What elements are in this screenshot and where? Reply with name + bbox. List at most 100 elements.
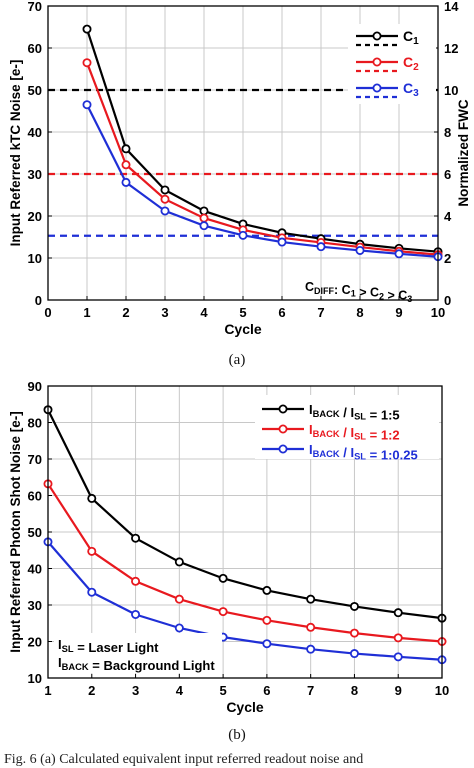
series-line-3 bbox=[86, 104, 439, 258]
data-point bbox=[87, 546, 97, 556]
data-point bbox=[218, 607, 228, 617]
y-tick-label: 40 bbox=[28, 125, 42, 140]
annotation-cdiff-part: C bbox=[305, 280, 314, 294]
x-tick-label: 3 bbox=[132, 683, 139, 698]
x-tick-label: 3 bbox=[161, 305, 168, 320]
data-point bbox=[316, 242, 326, 252]
plot-frame bbox=[47, 5, 439, 301]
data-point bbox=[306, 622, 316, 632]
y-tick-label: 90 bbox=[28, 379, 42, 394]
legend-marker bbox=[278, 444, 288, 454]
x-tick-label: 9 bbox=[395, 683, 402, 698]
y-tick-label: 80 bbox=[28, 416, 42, 431]
legend-label-part: I bbox=[309, 422, 313, 437]
legend-label-part: C bbox=[403, 80, 413, 96]
data-point bbox=[238, 230, 248, 240]
legend-label-part: C bbox=[403, 28, 413, 44]
y-tick-label: 20 bbox=[28, 635, 42, 650]
annotation-line: IBACK = Background Light bbox=[58, 655, 215, 673]
legend-label-subscript: 1 bbox=[413, 36, 419, 47]
legend-label-part: I bbox=[309, 402, 313, 417]
x-tick-label: 6 bbox=[278, 305, 285, 320]
legend-label-subscript: BACK bbox=[313, 409, 340, 419]
data-point bbox=[121, 160, 131, 170]
data-point bbox=[277, 237, 287, 247]
x-axis-label: Cycle bbox=[226, 699, 264, 715]
y-tick-label: 10 bbox=[28, 671, 42, 686]
caption-b: (b) bbox=[228, 727, 246, 743]
annotation-line-part: I bbox=[58, 637, 62, 652]
y-tick-label: 70 bbox=[28, 452, 42, 467]
x-tick-label: 1 bbox=[83, 305, 90, 320]
legend-label-part: / I bbox=[340, 445, 354, 460]
y-tick-label: 20 bbox=[28, 209, 42, 224]
legend-label: IBACK / ISL = 1:0.25 bbox=[309, 442, 418, 463]
x-tick-label: 4 bbox=[176, 683, 184, 698]
data-point bbox=[160, 185, 170, 195]
y-tick-label: 60 bbox=[28, 489, 42, 504]
x-tick-label: 2 bbox=[122, 305, 129, 320]
annotation-cdiff-subscript: 3 bbox=[407, 294, 412, 304]
y2-tick-label: 2 bbox=[444, 251, 451, 266]
annotation-line-part: I bbox=[58, 655, 62, 670]
series-line-2 bbox=[47, 483, 443, 643]
series-line-2 bbox=[85, 62, 439, 256]
plot-frame bbox=[47, 385, 443, 679]
data-point bbox=[199, 206, 209, 216]
x-tick-label: 8 bbox=[351, 683, 358, 698]
annotation-cdiff-subscript: 1 bbox=[351, 289, 356, 299]
legend-label-part: / I bbox=[340, 405, 354, 420]
data-point bbox=[174, 594, 184, 604]
x-tick-label: 10 bbox=[431, 305, 445, 320]
data-point bbox=[121, 144, 131, 154]
y-tick-label: 50 bbox=[28, 83, 42, 98]
x-tick-label: 6 bbox=[263, 683, 270, 698]
annotation-line-part: = Laser Light bbox=[74, 640, 160, 655]
legend-marker bbox=[278, 424, 288, 434]
x-tick-label: 8 bbox=[356, 305, 363, 320]
legend-label-part: = 1:0.25 bbox=[366, 448, 418, 463]
data-point bbox=[87, 587, 97, 597]
data-point bbox=[82, 24, 92, 34]
chart-b: 1 2 3 4 5 6 7 8 9 10 10 20 30 40 50 60 70 80 90 Cycle Input … bbox=[8, 379, 449, 715]
annotation-cdiff-subscript: DIFF bbox=[314, 286, 334, 296]
y2-tick-label: 10 bbox=[444, 83, 458, 98]
data-point bbox=[262, 585, 272, 595]
annotation-cdiff-part: > C bbox=[356, 286, 379, 300]
annotation-line: ISL = Laser Light bbox=[58, 637, 159, 655]
data-point bbox=[199, 213, 209, 223]
data-point bbox=[199, 221, 209, 231]
y2-tick-label: 8 bbox=[444, 125, 451, 140]
series-line-1 bbox=[85, 28, 439, 253]
y2-tick-label: 6 bbox=[444, 167, 451, 182]
data-point bbox=[393, 608, 403, 618]
y2-tick-label: 12 bbox=[444, 41, 458, 56]
data-point bbox=[393, 633, 403, 643]
caption-a: (a) bbox=[228, 352, 246, 368]
y-axis-label: Input Referred Photon Shot Noise [e-] bbox=[8, 411, 23, 653]
legend-label-part: I bbox=[309, 442, 313, 457]
data-point bbox=[349, 649, 359, 659]
data-point bbox=[394, 249, 404, 259]
y-tick-label: 60 bbox=[28, 41, 42, 56]
data-point bbox=[174, 623, 184, 633]
annotation-line-subscript: BACK bbox=[62, 662, 89, 672]
annotation-cdiff-part: > C bbox=[384, 288, 407, 302]
data-point bbox=[355, 245, 365, 255]
data-point bbox=[160, 194, 170, 204]
y-tick-label: 10 bbox=[28, 251, 42, 266]
data-point bbox=[262, 639, 272, 649]
legend-marker bbox=[372, 83, 382, 93]
legend-label: IBACK / ISL = 1:2 bbox=[309, 422, 400, 443]
legend-label-part: = 1:2 bbox=[366, 428, 400, 443]
annotation-line-subscript: SL bbox=[62, 644, 74, 654]
data-point bbox=[121, 177, 131, 187]
y-tick-label: 0 bbox=[35, 293, 42, 308]
x-tick-label: 4 bbox=[200, 305, 208, 320]
x-tick-label: 0 bbox=[44, 305, 51, 320]
legend-marker bbox=[372, 31, 382, 41]
y2-tick-label: 0 bbox=[444, 293, 451, 308]
legend-label-subscript: SL bbox=[354, 412, 366, 422]
legend-label-subscript: BACK bbox=[313, 429, 340, 439]
